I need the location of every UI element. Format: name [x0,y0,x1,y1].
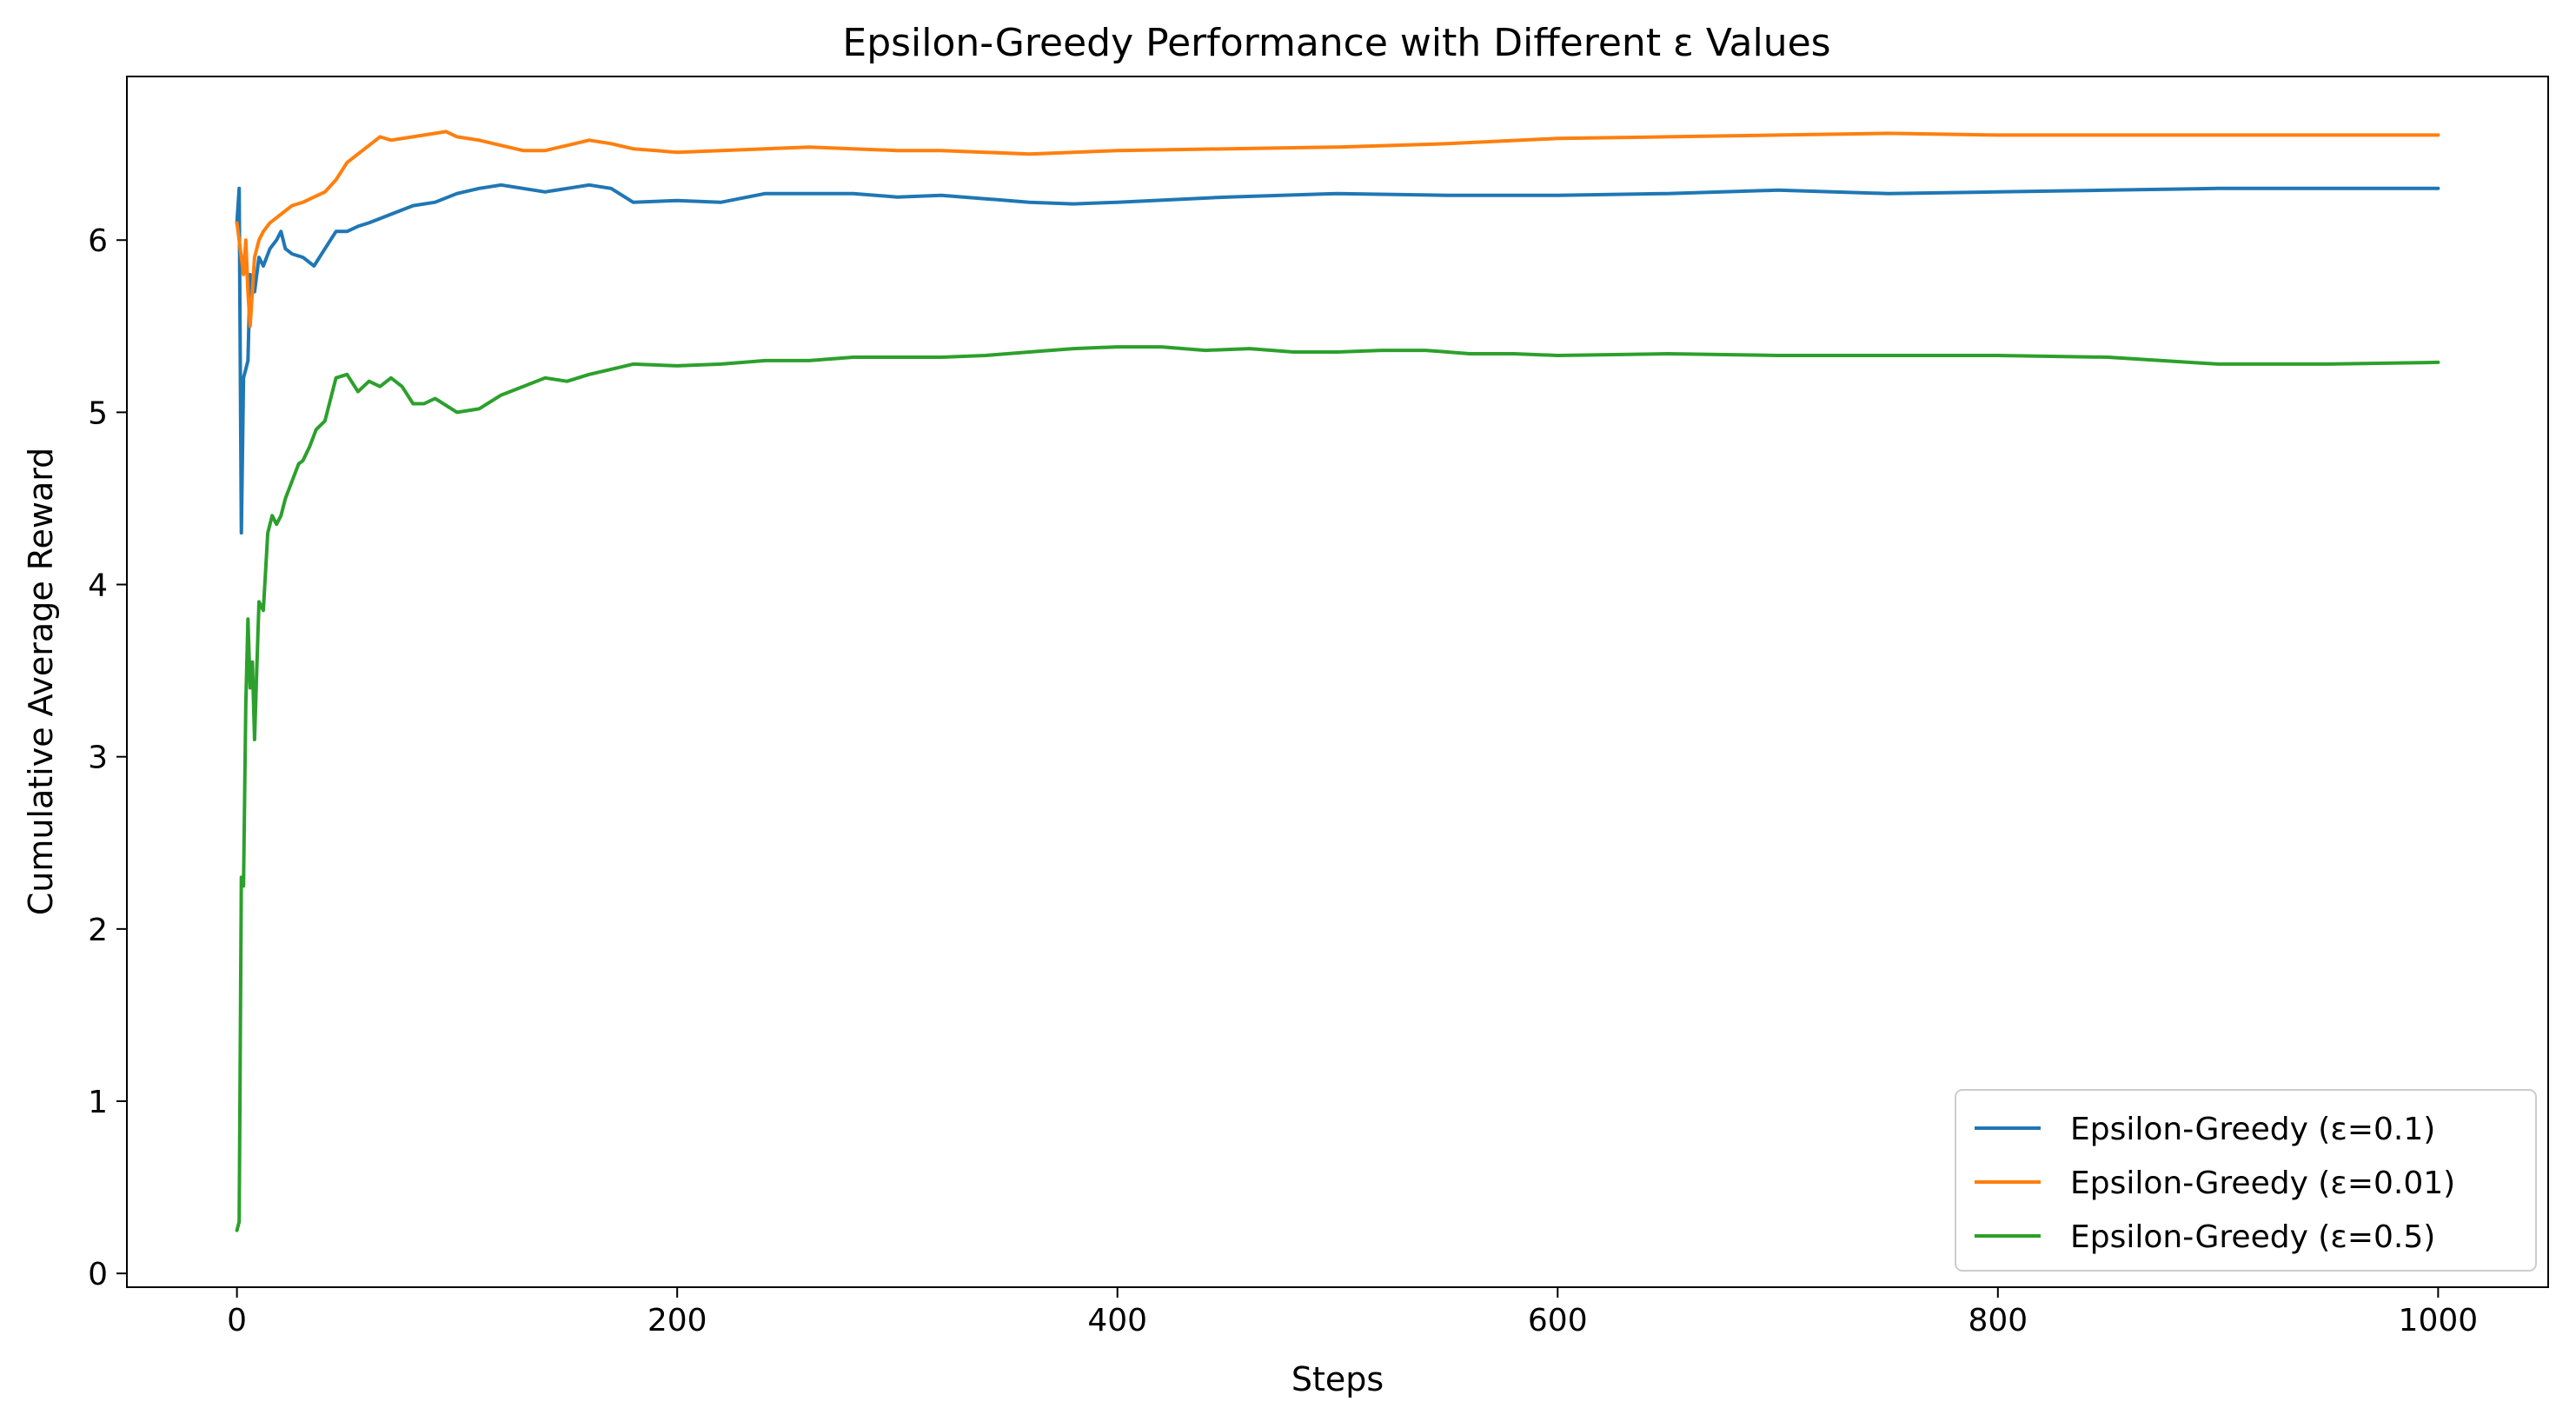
y-tick-label: 1 [88,1085,108,1120]
y-tick-label: 2 [88,913,108,948]
y-tick-label: 0 [88,1257,108,1292]
x-axis: 0 200 400 600 800 1000 [227,1287,2478,1338]
x-axis-label: Steps [1291,1360,1384,1398]
legend-entry-label: Epsilon-Greedy (ε=0.1) [2070,1112,2435,1147]
x-tick-label: 0 [227,1303,247,1338]
y-axis-label: Cumulative Average Reward [22,448,60,916]
legend: Epsilon-Greedy (ε=0.1) Epsilon-Greedy (ε=… [1955,1089,2537,1272]
series-line-1 [235,183,2440,535]
y-tick-label: 5 [88,395,108,431]
y-axis: 0 1 2 3 4 5 6 [88,223,127,1292]
x-tick-label: 600 [1528,1303,1588,1338]
x-tick-label: 400 [1087,1303,1147,1338]
chart-title: Epsilon-Greedy Performance with Differen… [842,21,1830,65]
series-layer [235,130,2440,1232]
x-tick-label: 1000 [2399,1303,2479,1338]
x-tick-label: 200 [647,1303,707,1338]
legend-entry-label: Epsilon-Greedy (ε=0.5) [2070,1219,2435,1255]
legend-entry-label: Epsilon-Greedy (ε=0.01) [2070,1166,2455,1201]
y-tick-label: 4 [88,568,108,604]
y-tick-label: 3 [88,741,108,776]
y-tick-label: 6 [88,223,108,259]
legend-box [1955,1089,2537,1272]
x-tick-label: 800 [1968,1303,2028,1338]
series-line-3 [235,345,2440,1232]
series-line-2 [235,130,2440,329]
axes-frame [126,76,2549,1288]
